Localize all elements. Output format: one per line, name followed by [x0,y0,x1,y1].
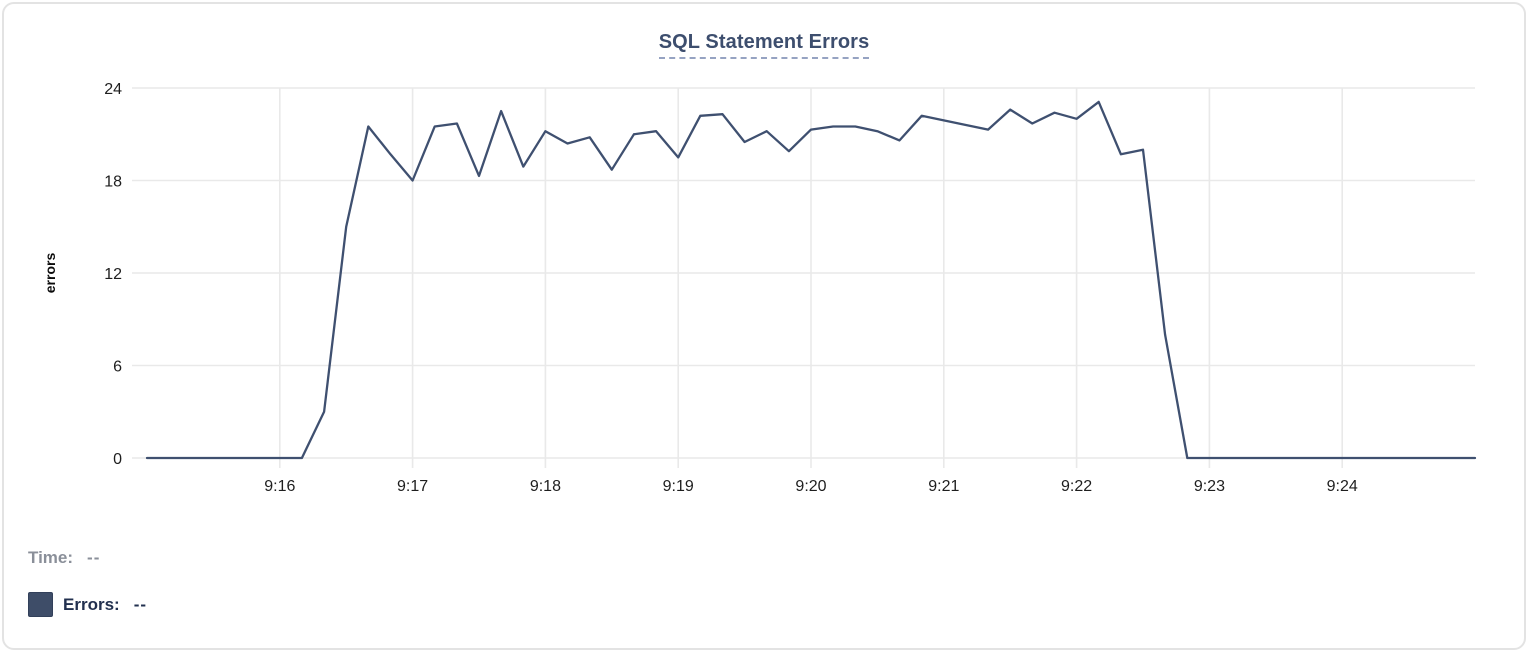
errors-value: -- [133,594,148,614]
errors-label: Errors: [63,594,120,614]
y-tick-label-6: 6 [113,359,122,376]
x-tick-label-9:21: 9:21 [928,478,959,495]
x-tick-label-9:19: 9:19 [663,478,694,495]
x-tick-label-9:20: 9:20 [795,478,826,495]
errors-legend-swatch [28,592,53,617]
x-tick-label-9:16: 9:16 [264,478,295,495]
readout-time: Time: -- [28,548,100,568]
x-tick-label-9:22: 9:22 [1061,478,1092,495]
chart-canvas[interactable]: 0 6 12 18 24 9:16 9:17 9:18 9:19 9:20 9:21 9:22 9:23… [4,4,1528,509]
y-tick-label-12: 12 [104,266,122,283]
y-axis-title: errors [42,252,58,294]
x-tick-label-9:24: 9:24 [1327,478,1358,495]
chart-title[interactable]: SQL Statement Errors [658,31,870,59]
errors-series-line[interactable] [145,100,1477,460]
time-value: -- [87,548,101,567]
y-tick-label-24: 24 [104,81,122,98]
chart-header: SQL Statement Errors [4,31,1524,59]
legend-item-errors[interactable]: Errors: -- [28,592,147,617]
x-tick-label-9:18: 9:18 [530,478,561,495]
x-tick-label-9:23: 9:23 [1194,478,1225,495]
y-tick-label-18: 18 [104,174,122,191]
x-tick-label-9:17: 9:17 [397,478,428,495]
y-tick-label-0: 0 [113,451,122,468]
time-label: Time: [28,548,74,567]
